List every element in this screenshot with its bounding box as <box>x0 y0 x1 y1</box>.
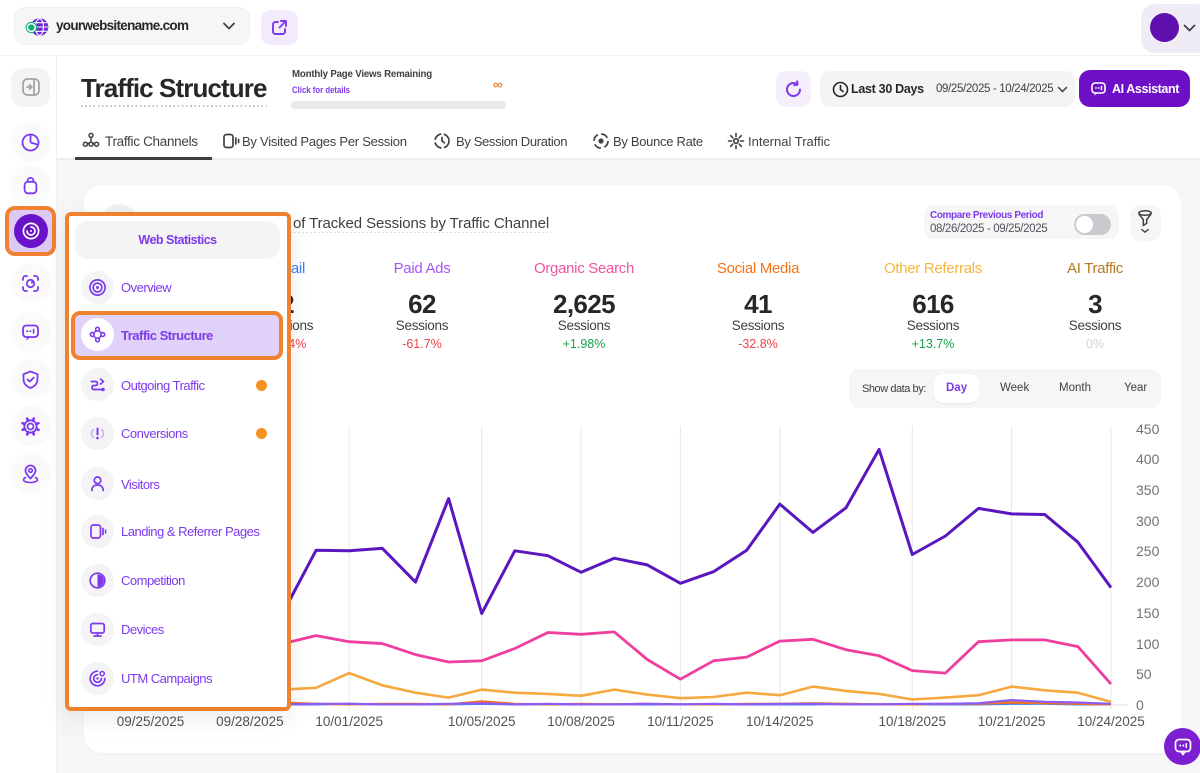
svg-text:10/01/2025: 10/01/2025 <box>315 714 383 729</box>
svg-text:09/28/2025: 09/28/2025 <box>216 714 284 729</box>
svg-text:09/25/2025: 09/25/2025 <box>117 714 185 729</box>
svg-text:10/21/2025: 10/21/2025 <box>978 714 1046 729</box>
svg-text:10/24/2025: 10/24/2025 <box>1077 714 1145 729</box>
svg-text:10/14/2025: 10/14/2025 <box>746 714 814 729</box>
svg-text:10/05/2025: 10/05/2025 <box>448 714 516 729</box>
svg-text:10/11/2025: 10/11/2025 <box>647 714 714 729</box>
svg-text:10/08/2025: 10/08/2025 <box>547 714 615 729</box>
svg-text:10/18/2025: 10/18/2025 <box>879 714 947 729</box>
